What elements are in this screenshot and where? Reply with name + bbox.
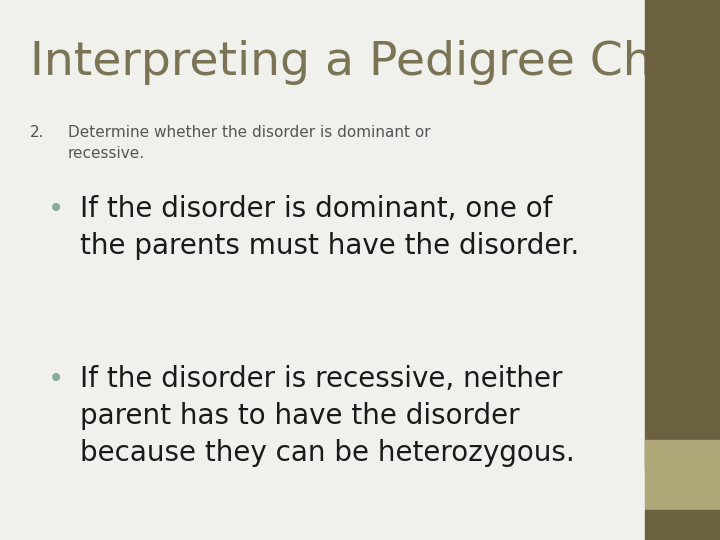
Bar	[645, 0, 720, 470]
Bar	[645, 510, 720, 540]
Text: 2.: 2.	[30, 125, 45, 140]
Text: •: •	[48, 195, 64, 223]
Text: If the disorder is dominant, one of
the parents must have the disorder.: If the disorder is dominant, one of the …	[80, 195, 580, 260]
Text: •: •	[48, 365, 64, 393]
Bar	[645, 440, 720, 510]
Text: Interpreting a Pedigree Chart: Interpreting a Pedigree Chart	[30, 40, 719, 85]
Text: Determine whether the disorder is dominant or
recessive.: Determine whether the disorder is domina…	[68, 125, 431, 161]
Text: If the disorder is recessive, neither
parent has to have the disorder
because th: If the disorder is recessive, neither pa…	[80, 365, 575, 467]
